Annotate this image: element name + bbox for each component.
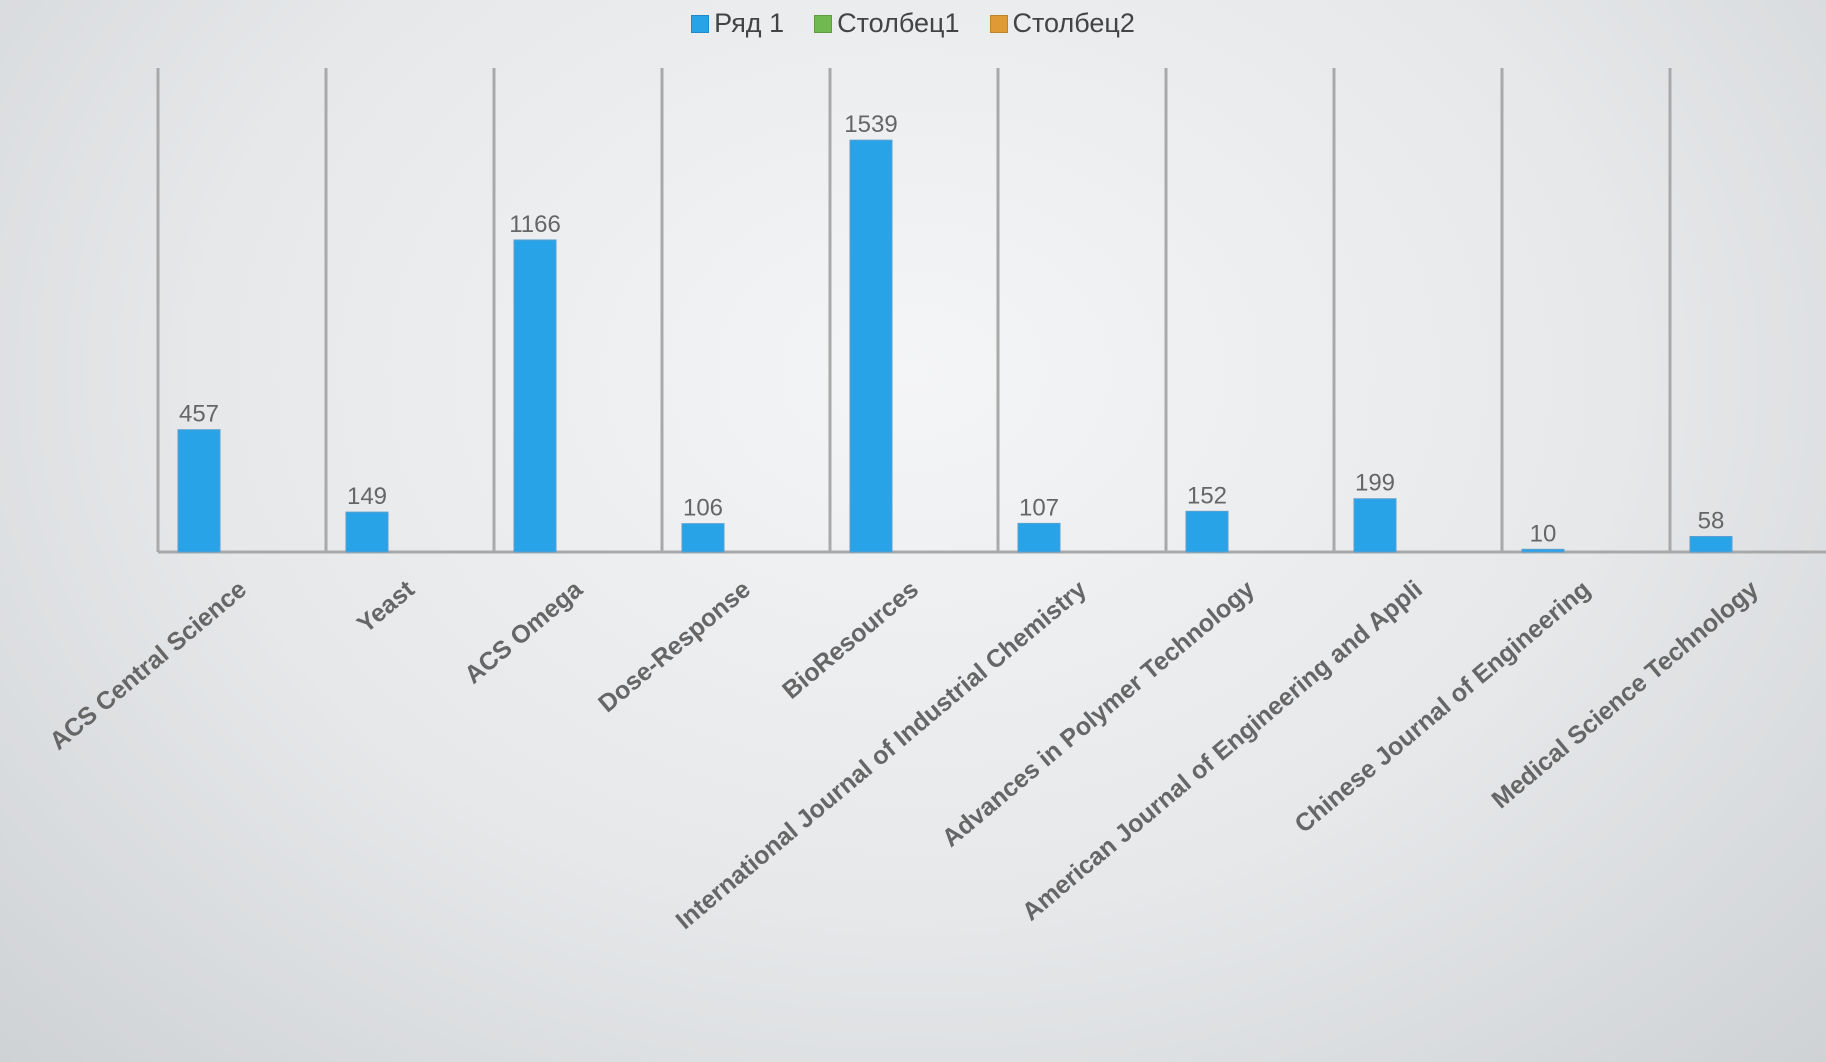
bar <box>177 429 221 553</box>
bar <box>1689 535 1733 553</box>
data-label: 457 <box>179 401 219 428</box>
data-label: 10 <box>1530 520 1557 547</box>
data-label: 106 <box>683 495 723 522</box>
bar <box>1353 498 1397 553</box>
bar <box>1185 510 1229 553</box>
legend-swatch-series-1 <box>691 14 710 33</box>
legend-swatch-series-2 <box>814 14 833 33</box>
category-label: BioResources <box>777 575 924 705</box>
bar <box>513 239 557 553</box>
data-label: 199 <box>1355 470 1395 497</box>
legend-label-series-3: Столбец2 <box>1012 8 1135 38</box>
data-label: 107 <box>1019 494 1059 521</box>
category-label: Yeast <box>352 575 421 639</box>
legend-label-series-2: Столбец1 <box>837 8 960 38</box>
bar <box>849 139 893 553</box>
legend: Ряд 1 Столбец1 Столбец2 <box>0 8 1826 39</box>
category-label: ACS Central Science <box>44 575 252 755</box>
category-label: Chinese Journal of Engineering <box>1289 575 1595 838</box>
legend-label-series-1: Ряд 1 <box>714 8 785 38</box>
legend-item-series-1: Ряд 1 <box>691 8 784 39</box>
data-label: 152 <box>1187 482 1227 509</box>
bar <box>1521 548 1565 553</box>
category-label: ACS Omega <box>459 574 589 689</box>
data-label: 58 <box>1698 507 1725 534</box>
bar <box>681 523 725 553</box>
category-label: Advances in Polymer Technology <box>937 575 1260 853</box>
legend-item-series-2: Столбец1 <box>814 8 960 39</box>
data-label: 149 <box>347 483 387 510</box>
category-label: Dose-Response <box>593 575 756 718</box>
legend-swatch-series-3 <box>989 14 1008 33</box>
data-label: 1166 <box>509 211 561 238</box>
data-label: 1539 <box>844 111 897 138</box>
category-label: Medical Science Technology <box>1487 575 1764 814</box>
bar <box>1017 522 1061 553</box>
legend-item-series-3: Столбец2 <box>989 8 1135 39</box>
bar <box>345 511 389 553</box>
